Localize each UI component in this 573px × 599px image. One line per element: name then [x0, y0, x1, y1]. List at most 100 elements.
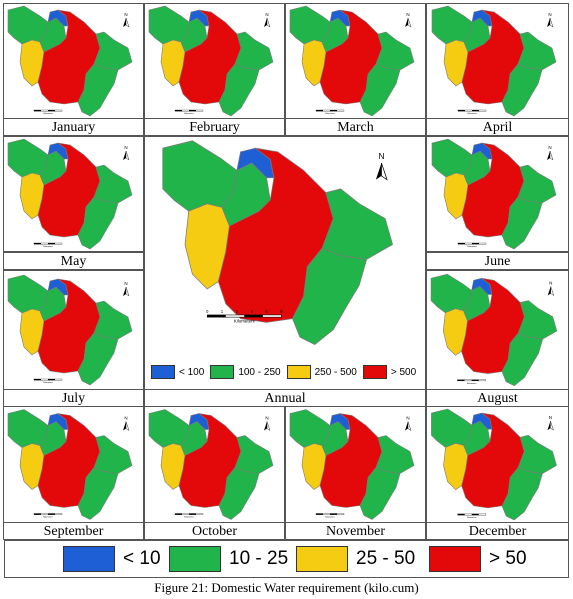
label-november: November: [285, 522, 426, 540]
north-arrow-icon: N: [547, 145, 554, 161]
region-southeast: [218, 467, 260, 520]
scale-unit-label: Kilometers: [184, 516, 193, 519]
north-label: N: [406, 12, 409, 17]
north-arrow-icon: N: [405, 12, 412, 28]
map-march: N Kilometers: [289, 5, 415, 117]
scale-bar: Kilometers: [33, 378, 63, 384]
north-label: N: [265, 416, 268, 421]
annual-legend-label-2: 100 - 250: [238, 366, 281, 378]
scale-tick-label: 1: [221, 309, 224, 314]
map-november: N Kilometers: [289, 409, 415, 520]
region-southeast: [501, 63, 543, 117]
map-october: N Kilometers: [148, 409, 274, 520]
region-east: [517, 434, 557, 474]
region-east: [517, 300, 558, 340]
monthly-legend: < 10 10 - 25 25 - 50 > 50: [4, 540, 569, 578]
annual-legend-swatch-green: [210, 365, 235, 379]
scale-unit-label: Kilometers: [43, 112, 52, 115]
scale-unit-label: Kilometers: [184, 112, 193, 115]
north-label: N: [548, 145, 551, 150]
north-arrow-icon: N: [123, 12, 130, 28]
region-northwest: [289, 409, 331, 448]
map-april: N Kilometers: [431, 5, 557, 117]
region-northwest: [7, 5, 49, 45]
north-arrow-icon: N: [264, 416, 271, 431]
map-panel-august: N Kilometers: [426, 270, 569, 390]
north-arrow-icon: N: [123, 416, 130, 431]
region-northwest: [148, 409, 190, 448]
map-december: N Kilometers: [431, 408, 557, 521]
label-january: January: [3, 118, 144, 136]
map-panel-october: N Kilometers: [144, 406, 285, 523]
legend-swatch-blue: [63, 546, 115, 572]
north-arrow-icon: N: [123, 145, 130, 161]
scale-bar: 0 1 2 4 6 8 Kilometers: [206, 309, 283, 324]
legend-label-2: 10 - 25: [229, 548, 289, 569]
region-east: [517, 164, 557, 204]
scale-bar: Kilometers: [33, 109, 63, 115]
region-southeast: [77, 196, 119, 250]
north-arrow-icon: N: [547, 12, 554, 28]
region-southeast: [77, 467, 119, 520]
label-april: April: [426, 118, 569, 136]
map-panel-annual: N 0 1 2 4 6 8 Kilometers < 100 100 - 250 250 - …: [144, 136, 426, 390]
region-northwest: [431, 5, 473, 45]
region-northwest: [148, 5, 190, 45]
label-july: July: [3, 389, 144, 407]
region-east: [93, 31, 133, 71]
monthly-legend-item-1: < 10: [63, 545, 161, 573]
north-label: N: [124, 416, 127, 421]
map-panel-march: N Kilometers: [285, 3, 426, 119]
region-east: [517, 31, 557, 71]
north-label: N: [549, 415, 552, 420]
region-southeast: [292, 247, 367, 345]
region-southeast: [77, 332, 119, 386]
region-northwest: [7, 274, 49, 314]
map-panel-april: N Kilometers: [426, 3, 569, 119]
label-august: August: [426, 389, 569, 407]
north-arrow-icon: N: [375, 151, 388, 181]
map-june: N Kilometers: [431, 138, 557, 250]
scale-bar: Kilometers: [33, 242, 63, 248]
region-northwest: [430, 273, 472, 314]
annual-legend-item-1: < 100: [151, 365, 204, 379]
map-panel-november: N Kilometers: [285, 406, 426, 523]
scale-bar: Kilometers: [457, 109, 487, 115]
map-panel-july: N Kilometers: [3, 270, 144, 390]
map-annual: N 0 1 2 4 6 8 Kilometers: [162, 140, 393, 345]
annual-legend-label-3: 250 - 500: [314, 366, 357, 378]
region-east: [375, 31, 415, 71]
scale-bar: Kilometers: [457, 242, 487, 248]
scale-bar: Kilometers: [174, 513, 204, 519]
region-northwest: [7, 409, 49, 448]
map-panel-september: N Kilometers: [3, 406, 144, 523]
annual-legend-swatch-blue: [151, 365, 175, 379]
region-northwest: [431, 138, 473, 178]
region-southeast: [501, 467, 543, 521]
scale-bar: Kilometers: [174, 109, 204, 115]
scale-bar: Kilometers: [457, 513, 487, 519]
region-east: [93, 435, 133, 474]
monthly-legend-item-2: 10 - 25: [169, 545, 288, 573]
map-panel-december: N Kilometers: [426, 406, 569, 523]
annual-legend: < 100 100 - 250 250 - 500 > 500: [151, 365, 416, 379]
legend-label-4: > 50: [489, 548, 527, 569]
north-arrow-icon: N: [547, 415, 554, 431]
north-label: N: [265, 12, 268, 17]
annual-legend-item-2: 100 - 250: [210, 365, 281, 379]
region-southeast: [218, 63, 260, 117]
scale-unit-label: Kilometers: [325, 112, 334, 115]
scale-unit-label: Kilometers: [234, 319, 256, 324]
scale-tick-label: 0: [206, 309, 209, 314]
map-may: N Kilometers: [7, 138, 133, 250]
annual-legend-item-4: > 500: [362, 365, 416, 379]
scale-unit-label: Kilometers: [43, 381, 52, 384]
scale-unit-label: Kilometers: [325, 516, 334, 519]
label-may: May: [3, 252, 144, 270]
north-arrow-icon: N: [123, 281, 130, 297]
map-panel-june: N Kilometers: [426, 136, 569, 252]
region-southeast: [77, 63, 119, 117]
scale-unit-label: Kilometers: [43, 516, 52, 519]
north-label: N: [378, 151, 384, 161]
label-march: March: [285, 118, 426, 136]
